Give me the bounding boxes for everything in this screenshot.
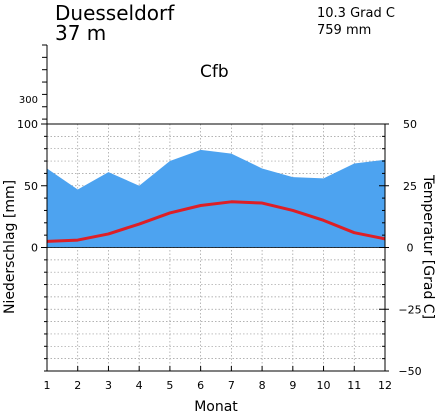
temp-tick-label: 0 xyxy=(407,242,414,255)
temp-tick-label: 50 xyxy=(403,118,417,131)
temperature-line xyxy=(46,200,386,243)
x-tick-label: 4 xyxy=(136,379,143,392)
x-tick-label: 1 xyxy=(44,379,51,392)
precipitation-area xyxy=(47,149,385,248)
x-tick-label: 11 xyxy=(347,379,361,392)
x-axis-title: Monat xyxy=(194,399,238,415)
x-tick-label: 7 xyxy=(228,379,235,392)
station-elevation: 37 m xyxy=(55,21,106,45)
precip-tick-label: 50 xyxy=(24,180,38,193)
axis-ticks xyxy=(41,123,389,372)
temp-tick-label: 25 xyxy=(403,180,417,193)
station-name: Duesseldorf xyxy=(55,1,175,25)
annual-precipitation: 759 mm xyxy=(317,23,371,38)
x-tick-label: 3 xyxy=(105,379,112,392)
y-axis-left-title: Niederschlag [mm] xyxy=(2,180,18,314)
precip-tick-label: 0 xyxy=(31,242,38,255)
x-tick-label: 6 xyxy=(197,379,204,392)
upper-precipitation-scale xyxy=(42,44,48,124)
y-axis-right-title: Temperatur [Grad C] xyxy=(420,174,436,319)
x-tick-label: 2 xyxy=(74,379,81,392)
temp-tick-label: −25 xyxy=(398,303,421,316)
x-tick-label: 9 xyxy=(289,379,296,392)
x-tick-label: 12 xyxy=(378,379,392,392)
climate-class: Cfb xyxy=(200,62,229,82)
annual-temperature: 10.3 Grad C xyxy=(317,6,395,21)
temp-tick-label: −50 xyxy=(398,365,421,378)
x-tick-label: 5 xyxy=(166,379,173,392)
x-tick-label: 8 xyxy=(259,379,266,392)
upper-precip-tick-label: 300 xyxy=(19,95,38,106)
x-tick-label: 10 xyxy=(317,379,331,392)
precip-tick-label: 100 xyxy=(17,118,38,131)
